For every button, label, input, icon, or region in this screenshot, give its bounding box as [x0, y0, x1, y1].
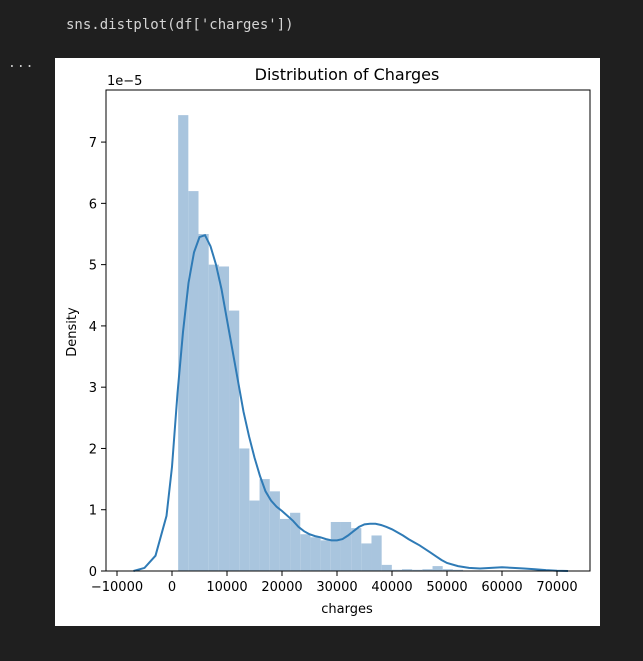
- y-tick-label: 1: [89, 504, 97, 519]
- histogram-bar: [239, 448, 250, 571]
- histogram-bar: [310, 537, 321, 571]
- y-tick-label: 7: [89, 136, 97, 151]
- y-tick-label: 4: [89, 320, 97, 335]
- histogram-bar: [391, 569, 403, 571]
- histogram-bar: [300, 534, 311, 571]
- histogram-bar: [402, 569, 413, 571]
- x-tick-label: 20000: [261, 580, 302, 595]
- histogram-bar: [178, 115, 189, 572]
- y-tick-label: 3: [89, 381, 97, 396]
- histogram-bar: [371, 535, 382, 571]
- plot-frame: [105, 89, 591, 572]
- x-axis-label: charges: [321, 602, 373, 617]
- histogram-bar: [188, 191, 199, 571]
- x-tick-label: 0: [168, 580, 176, 595]
- histogram-bar: [340, 521, 352, 571]
- x-tick-label: 10000: [206, 580, 247, 595]
- histogram-bars: [178, 115, 464, 572]
- histogram-bar: [330, 521, 341, 571]
- histogram-bar: [432, 566, 443, 571]
- x-tick-label: 60000: [481, 580, 522, 595]
- y-axis-label: Density: [65, 307, 80, 357]
- histogram-bar: [279, 518, 291, 571]
- histogram-bar: [208, 264, 219, 571]
- x-tick-label: 40000: [371, 580, 412, 595]
- histogram-bar: [351, 528, 362, 571]
- kde-line: [133, 233, 569, 572]
- x-axis-ticks: −10000 0 10000 20000 30000 40000 50000 60000 700…: [91, 571, 578, 595]
- x-tick-label: 30000: [316, 580, 357, 595]
- chart: Distribution of Charges 1e−5 −10000 0 1000…: [65, 65, 591, 617]
- histogram-bar: [269, 491, 280, 571]
- histogram-bar: [381, 564, 392, 571]
- output-toggle-button[interactable]: ...: [8, 56, 35, 71]
- histogram-bar: [320, 540, 331, 571]
- x-tick-label: 50000: [426, 580, 467, 595]
- histogram-bar: [259, 479, 270, 571]
- x-tick-label: −10000: [91, 580, 143, 595]
- histogram-bar: [198, 233, 209, 571]
- y-tick-label: 0: [89, 565, 97, 580]
- x-tick-label: 70000: [536, 580, 577, 595]
- histogram-bar: [229, 310, 240, 571]
- histogram-bar: [422, 569, 433, 571]
- histogram-bar: [412, 569, 423, 571]
- y-tick-label: 5: [89, 259, 97, 274]
- histogram-bar: [290, 512, 301, 571]
- y-tick-label: 2: [89, 442, 97, 457]
- code-cell[interactable]: sns.distplot(df['charges']): [0, 0, 643, 50]
- y-axis-ticks: 0 1 2 3 4 5 6 7: [89, 136, 106, 580]
- y-offset-label: 1e−5: [107, 74, 142, 89]
- histogram-bar: [218, 266, 230, 571]
- histogram-bar: [452, 569, 464, 571]
- chart-title: Distribution of Charges: [255, 65, 440, 84]
- y-tick-label: 6: [89, 197, 97, 212]
- histogram-bar: [442, 569, 453, 571]
- code-line[interactable]: sns.distplot(df['charges']): [66, 17, 294, 33]
- histogram-bar: [361, 543, 372, 571]
- figure-output: Distribution of Charges 1e−5 −10000 0 1000…: [55, 58, 600, 626]
- histogram-bar: [249, 500, 260, 571]
